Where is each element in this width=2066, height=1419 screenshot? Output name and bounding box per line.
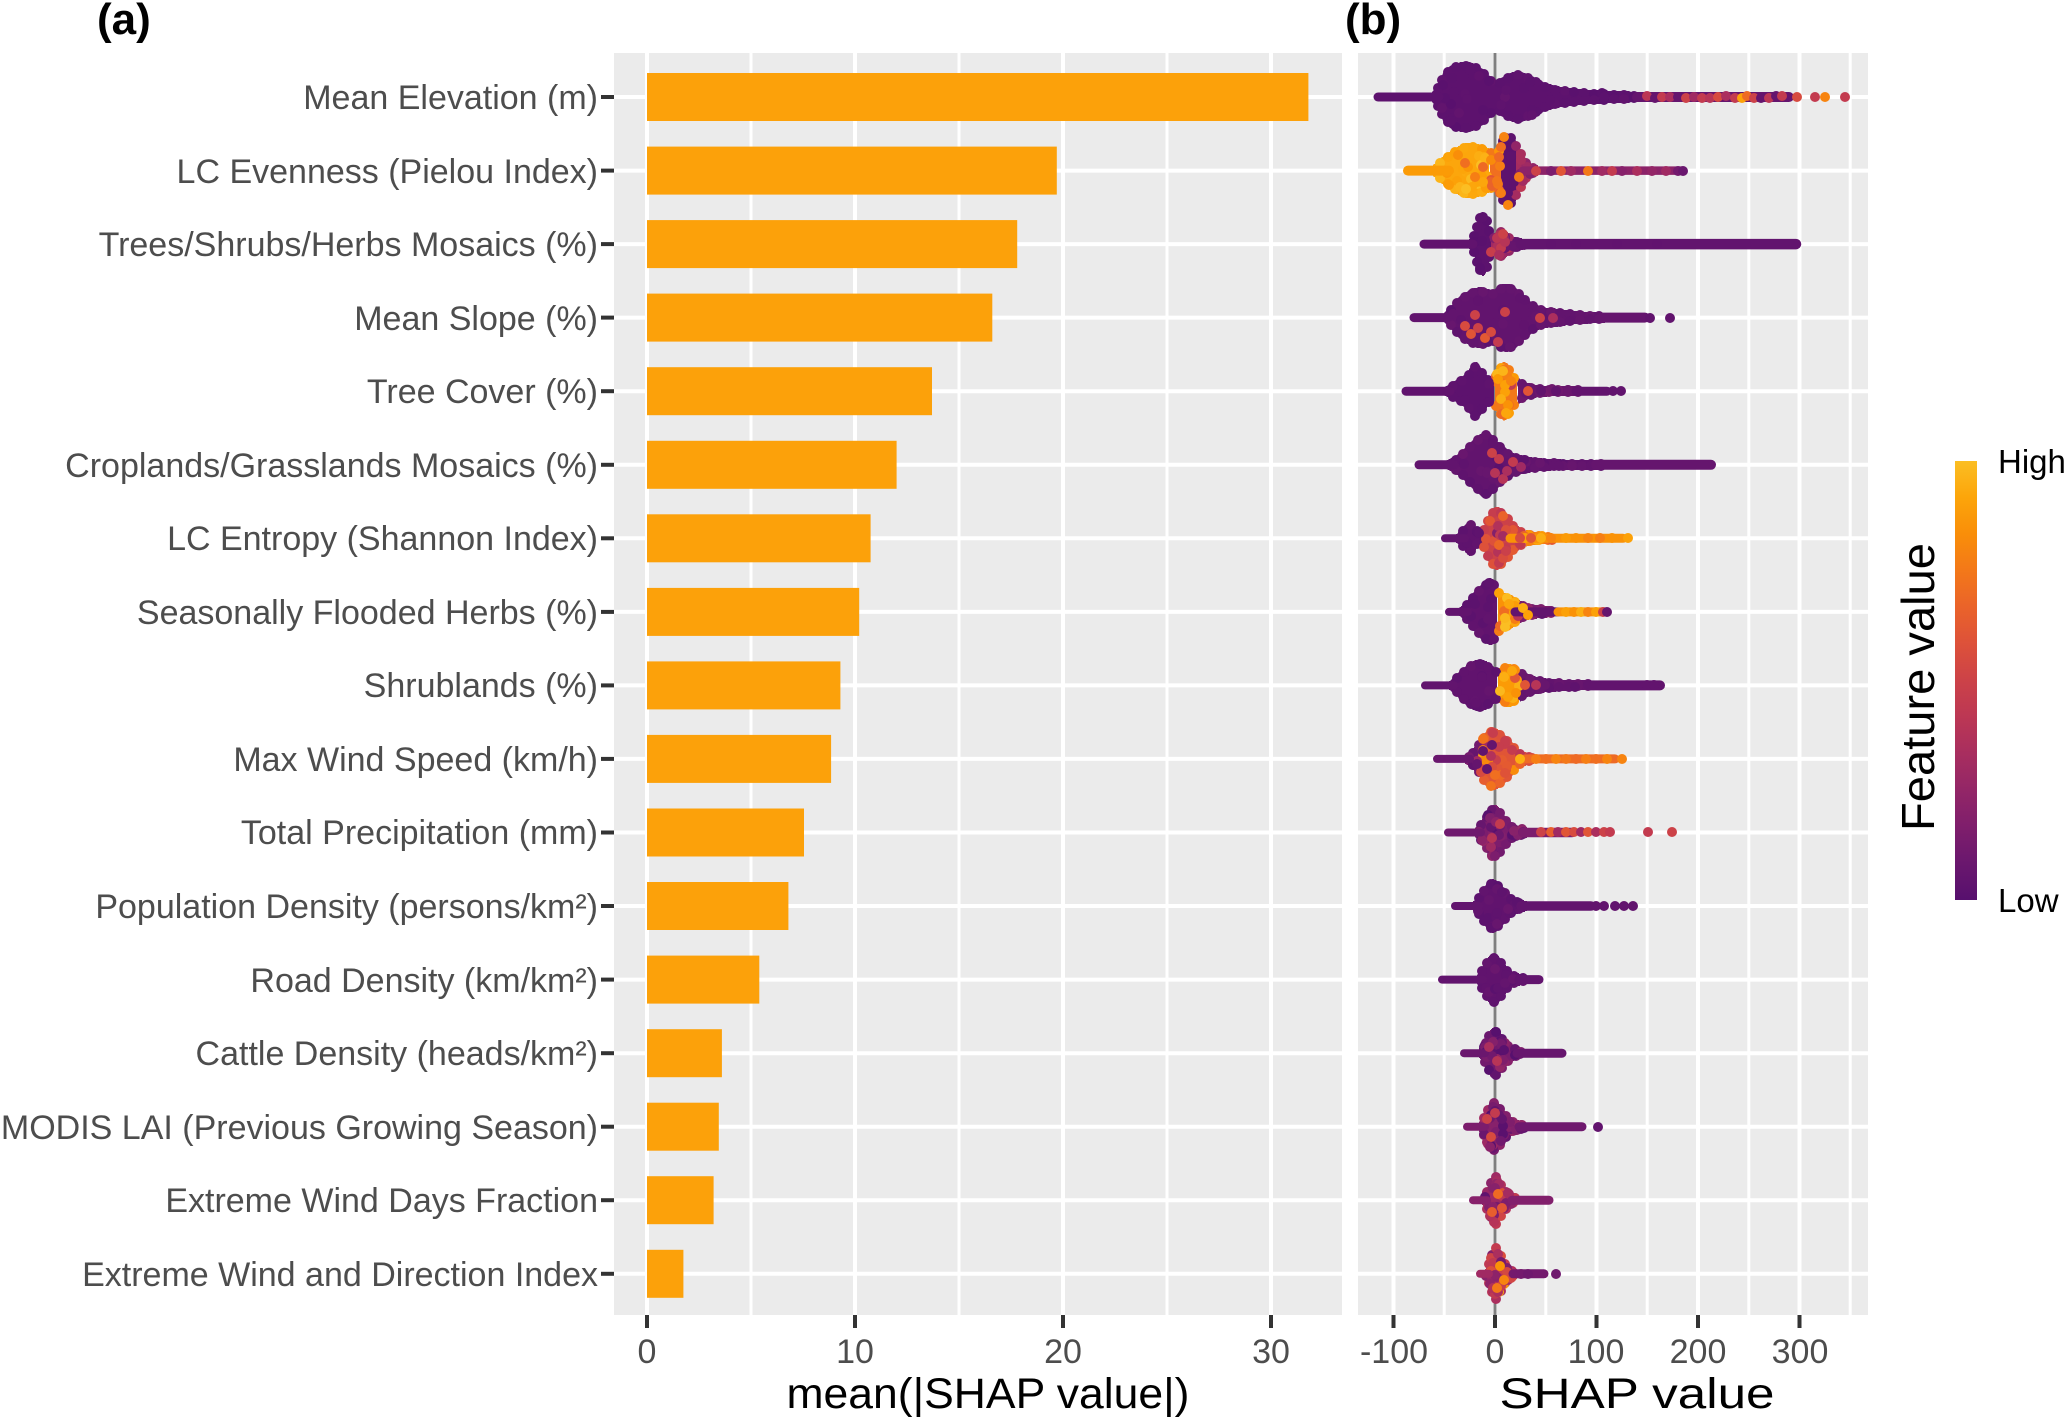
svg-text:300: 300 (1772, 1333, 1829, 1371)
svg-text:(a): (a) (97, 0, 151, 44)
svg-text:Road Density (km/km²): Road Density (km/km²) (250, 962, 598, 1000)
svg-text:Mean Slope (%): Mean Slope (%) (354, 300, 598, 338)
svg-text:200: 200 (1670, 1333, 1727, 1371)
svg-text:MODIS LAI (Previous Growing Se: MODIS LAI (Previous Growing Season) (1, 1109, 598, 1147)
svg-text:LC Entropy (Shannon Index): LC Entropy (Shannon Index) (167, 520, 598, 558)
svg-text:Shrublands (%): Shrublands (%) (364, 667, 598, 705)
svg-text:Population Density (persons/km: Population Density (persons/km²) (95, 888, 598, 926)
svg-text:Extreme Wind and Direction Ind: Extreme Wind and Direction Index (82, 1256, 598, 1294)
svg-text:mean(|SHAP value|): mean(|SHAP value|) (787, 1370, 1190, 1418)
svg-text:Low: Low (1998, 882, 2059, 919)
svg-text:Cattle Density (heads/km²): Cattle Density (heads/km²) (196, 1035, 598, 1073)
svg-text:20: 20 (1044, 1333, 1082, 1371)
svg-text:Total Precipitation (mm): Total Precipitation (mm) (241, 814, 598, 852)
svg-text:100: 100 (1568, 1333, 1625, 1371)
svg-text:Extreme Wind Days Fraction: Extreme Wind Days Fraction (165, 1182, 598, 1220)
svg-text:30: 30 (1252, 1333, 1290, 1371)
svg-text:0: 0 (638, 1333, 657, 1371)
svg-text:High: High (1998, 443, 2066, 480)
svg-text:(b): (b) (1345, 0, 1401, 44)
svg-text:Tree Cover (%): Tree Cover (%) (367, 373, 598, 411)
svg-text:LC Evenness (Pielou Index): LC Evenness (Pielou Index) (177, 153, 598, 191)
svg-text:Trees/Shrubs/Herbs Mosaics (%): Trees/Shrubs/Herbs Mosaics (%) (99, 226, 598, 264)
svg-text:10: 10 (836, 1333, 874, 1371)
svg-text:0: 0 (1486, 1333, 1505, 1371)
svg-text:Max Wind Speed (km/h): Max Wind Speed (km/h) (233, 741, 598, 779)
svg-text:Mean Elevation (m): Mean Elevation (m) (303, 79, 598, 117)
svg-text:SHAP value: SHAP value (1500, 1370, 1775, 1418)
svg-text:Seasonally Flooded Herbs (%): Seasonally Flooded Herbs (%) (137, 594, 598, 632)
svg-text:Feature value: Feature value (1892, 543, 1944, 831)
svg-text:Croplands/Grasslands Mosaics (: Croplands/Grasslands Mosaics (%) (65, 447, 598, 485)
svg-text:-100: -100 (1360, 1333, 1428, 1371)
